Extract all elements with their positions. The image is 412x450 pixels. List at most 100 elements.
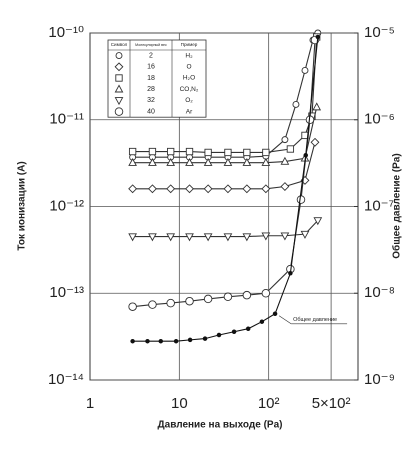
marker xyxy=(128,302,137,311)
x-tick-label: 1 xyxy=(86,395,94,412)
marker xyxy=(288,271,293,276)
marker xyxy=(310,137,320,147)
x-tick-label: 10 xyxy=(171,395,188,412)
marker xyxy=(166,233,176,242)
marker xyxy=(185,233,194,242)
legend-weight: 28 xyxy=(147,86,155,93)
marker xyxy=(148,184,157,194)
y-tick-label: 10⁻¹³ xyxy=(49,284,84,301)
legend-label: O₂ xyxy=(185,97,193,104)
marker xyxy=(223,233,233,242)
marker xyxy=(128,157,137,166)
marker xyxy=(245,326,251,331)
marker xyxy=(261,232,271,241)
y2-tick-label: 10⁻⁶ xyxy=(364,111,395,128)
marker xyxy=(280,232,290,241)
marker xyxy=(224,148,232,157)
marker xyxy=(114,62,124,72)
y2-tick-label: 10⁻⁸ xyxy=(364,284,395,301)
marker xyxy=(280,182,290,191)
marker xyxy=(231,329,237,334)
annotation-leader xyxy=(278,315,292,325)
marker xyxy=(128,184,138,194)
marker xyxy=(130,338,135,344)
legend-weight: 32 xyxy=(147,97,155,104)
marker xyxy=(114,97,124,106)
marker xyxy=(286,145,295,153)
marker xyxy=(114,107,124,116)
y-tick-label: 10⁻¹⁰ xyxy=(48,24,84,41)
y-axis-title: Ток ионизации (A) xyxy=(17,161,28,250)
marker xyxy=(185,184,194,194)
marker xyxy=(223,292,233,302)
marker xyxy=(187,337,193,343)
marker xyxy=(185,296,194,306)
marker xyxy=(242,157,252,166)
y-tick-label: 10⁻¹⁴ xyxy=(48,371,84,388)
y-tick-label: 10⁻¹¹ xyxy=(49,111,84,128)
x-tick-label: 5×10² xyxy=(312,395,351,412)
marker xyxy=(158,338,164,344)
marker xyxy=(242,184,252,194)
marker xyxy=(115,52,123,60)
marker xyxy=(166,157,176,166)
marker xyxy=(128,233,137,242)
marker xyxy=(272,311,278,317)
legend-header: Молекулярный вес xyxy=(135,43,167,47)
marker xyxy=(296,195,306,204)
marker xyxy=(312,102,322,111)
marker xyxy=(148,233,157,242)
marker xyxy=(315,34,321,40)
marker xyxy=(145,338,150,344)
y2-axis-title: Общее давление (Pa) xyxy=(391,153,403,258)
marker xyxy=(148,157,157,166)
marker xyxy=(303,152,308,158)
legend-weight: 2 xyxy=(149,52,153,59)
marker xyxy=(313,217,323,226)
marker xyxy=(243,148,251,157)
marker xyxy=(242,233,252,242)
marker xyxy=(167,147,175,156)
legend-box xyxy=(107,39,207,118)
marker xyxy=(261,184,271,194)
marker xyxy=(223,184,233,194)
marker xyxy=(242,290,252,300)
legend-label: Ar xyxy=(186,108,193,115)
y2-tick-label: 10⁻⁷ xyxy=(364,197,394,214)
marker xyxy=(216,332,222,338)
marker xyxy=(115,74,123,82)
annotation: Общее давление xyxy=(293,317,337,323)
marker xyxy=(262,148,270,157)
y-tick-label: 10⁻¹² xyxy=(49,197,84,214)
legend-label: O xyxy=(186,64,191,71)
marker xyxy=(173,338,179,344)
marker xyxy=(203,294,213,304)
legend-label: H₂O xyxy=(183,75,195,82)
marker xyxy=(166,184,176,194)
marker xyxy=(185,157,194,166)
legend-weight: 18 xyxy=(147,75,155,82)
marker xyxy=(166,298,175,308)
x-axis-title: Давление на выходе (Pa) xyxy=(158,420,283,431)
marker xyxy=(203,157,213,166)
legend-label: CO,N₂ xyxy=(180,86,199,93)
x-tick-label: 10² xyxy=(258,395,280,412)
y2-tick-label: 10⁻⁹ xyxy=(364,371,395,388)
marker xyxy=(301,67,309,74)
series-line xyxy=(132,36,319,342)
marker xyxy=(261,157,271,166)
marker xyxy=(202,336,208,341)
marker xyxy=(203,184,213,194)
marker xyxy=(114,84,124,93)
marker xyxy=(223,157,233,166)
legend-weight: 16 xyxy=(147,64,155,71)
legend-header: Символ xyxy=(111,42,128,47)
marker xyxy=(185,147,194,156)
legend-header: Пример xyxy=(181,42,198,47)
legend-weight: 40 xyxy=(147,108,155,115)
marker xyxy=(261,289,271,298)
y2-tick-label: 10⁻⁵ xyxy=(364,24,395,41)
marker xyxy=(281,136,289,144)
